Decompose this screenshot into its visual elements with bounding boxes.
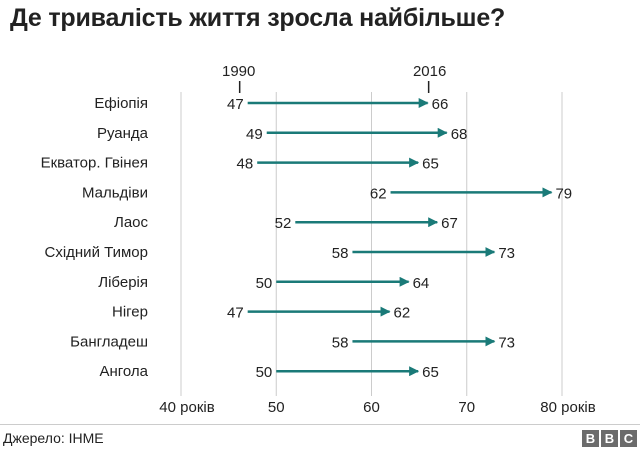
end-value-label: 62 [394,305,411,322]
start-value-label: 58 [332,245,349,262]
start-value-label: 52 [275,215,292,232]
end-value-label: 73 [498,245,515,262]
chart-row: Бангладеш 58 73 [70,333,515,351]
start-value-label: 62 [370,185,387,202]
logo-letter-1: B [582,430,599,447]
chart-row: Ангола 50 65 [99,363,438,381]
chart-row: Мальдіви 62 79 [82,184,572,202]
end-value-label: 65 [422,156,439,173]
chart-rows: Ефіопія 47 66 Руанда 49 68 Екватор. Гвінея 48 65… [41,95,573,381]
gridlines [180,92,563,396]
source-note: Джерело: IHME [3,430,104,446]
category-label: Лаос [114,214,149,231]
category-label: Бангладеш [70,333,148,350]
end-value-label: 64 [413,275,430,292]
footer-divider [0,424,640,425]
category-label: Ефіопія [94,95,148,112]
logo-letter-3: C [620,430,637,447]
category-label: Руанда [97,125,149,142]
logo-letter-2: B [601,430,618,447]
start-value-label: 47 [227,96,244,113]
category-label: Східний Тимор [44,244,148,261]
category-label: Ангола [99,363,148,380]
category-label: Нігер [112,304,148,321]
x-tick-label: 70 [458,399,475,416]
start-value-label: 50 [256,364,273,381]
start-value-label: 48 [237,156,254,173]
x-tick-label: 80 років [540,399,595,416]
category-label: Екватор. Гвінея [41,155,148,172]
x-tick-label: 60 [363,399,380,416]
start-value-label: 47 [227,305,244,322]
category-label: Мальдіви [82,184,148,201]
chart-row: Екватор. Гвінея 48 65 [41,155,439,173]
end-value-label: 79 [555,185,572,202]
year-headers: 1990 2016 [222,63,446,93]
x-tick-label: 40 років [159,399,214,416]
end-value-label: 67 [441,215,458,232]
chart-row: Східний Тимор 58 73 [44,244,515,262]
end-year-label: 2016 [413,63,446,80]
chart-area: 1990 2016 Ефіопія 47 66 Руанда 49 68 Екватор. Г… [41,63,596,416]
start-value-label: 58 [332,334,349,351]
end-value-label: 66 [432,96,449,113]
start-year-label: 1990 [222,63,255,80]
end-value-label: 65 [422,364,439,381]
chart-row: Ефіопія 47 66 [94,95,448,113]
x-tick-label: 50 [268,399,285,416]
bbc-logo: B B C [582,430,637,447]
chart-title: Де тривалість життя зросла найбільше? [10,4,506,32]
chart-row: Лаос 52 67 [114,214,458,232]
chart-row: Ліберія 50 64 [98,274,429,292]
start-value-label: 50 [256,275,273,292]
x-axis-ticks: 40 років 50 60 70 80 років [159,399,595,416]
end-value-label: 68 [451,126,468,143]
end-value-label: 73 [498,334,515,351]
start-value-label: 49 [246,126,263,143]
category-label: Ліберія [98,274,148,291]
chart-row: Руанда 49 68 [97,125,467,143]
chart-row: Нігер 47 62 [112,304,410,322]
